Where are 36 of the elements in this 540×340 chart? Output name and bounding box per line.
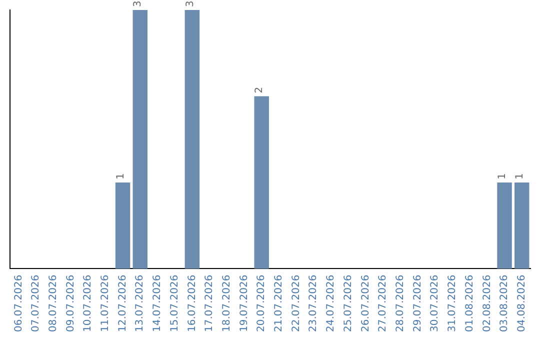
x-tick-label: 12.07.2026 — [117, 274, 128, 332]
x-tick-label: 23.07.2026 — [308, 274, 320, 332]
x-tick-label: 25.07.2026 — [342, 274, 354, 332]
x-tick-label: 11.07.2026 — [100, 274, 112, 332]
x-tick-label: 28.07.2026 — [395, 274, 406, 332]
data-label: 2 — [254, 86, 266, 94]
x-tick-label: 17.07.2026 — [204, 274, 216, 332]
x-tick-label: 15.07.2026 — [169, 274, 180, 332]
x-tick-label: 16.07.2026 — [186, 274, 198, 332]
x-tick-label: 03.08.2026 — [499, 274, 510, 332]
x-tick-label: 30.07.2026 — [430, 274, 441, 332]
data-label: 1 — [497, 173, 508, 180]
x-tick-label: 02.08.2026 — [482, 274, 493, 332]
data-label: 1 — [115, 173, 126, 180]
x-tick-label: 06.07.2026 — [13, 274, 24, 332]
x-tick-label: 19.07.2026 — [238, 274, 250, 332]
x-tick-label: 07.07.2026 — [30, 274, 42, 332]
x-tick-label: 10.07.2026 — [82, 274, 94, 332]
x-tick-label: 18.07.2026 — [221, 274, 232, 332]
x-tick-label: 09.07.2026 — [65, 274, 76, 332]
x-tick-label: 31.07.2026 — [447, 274, 458, 332]
x-tick-label: 14.07.2026 — [152, 274, 164, 332]
x-tick-label: 21.07.2026 — [274, 274, 285, 332]
data-label: 3 — [132, 0, 144, 7]
x-tick-label: 24.07.2026 — [326, 274, 337, 332]
x-tick-label: 08.07.2026 — [48, 274, 59, 332]
x-tick-label: 27.07.2026 — [378, 274, 389, 332]
x-tick-label: 22.07.2026 — [290, 274, 302, 332]
data-label: 3 — [184, 0, 196, 7]
x-tick-label: 29.07.2026 — [412, 274, 424, 332]
x-tick-label: 13.07.2026 — [134, 274, 146, 332]
x-tick-label: 20.07.2026 — [256, 274, 268, 332]
x-tick-label: 04.08.2026 — [516, 274, 528, 332]
data-label: 1 — [514, 173, 526, 180]
x-tick-label: 26.07.2026 — [360, 274, 372, 332]
x-tick-label: 01.08.2026 — [464, 274, 476, 332]
